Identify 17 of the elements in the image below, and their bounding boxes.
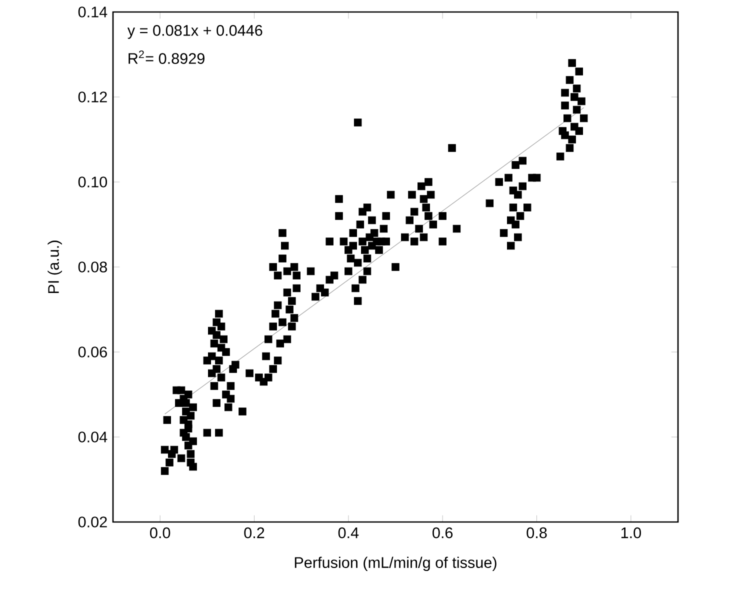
x-tick-label: 1.0 xyxy=(621,527,641,538)
y-tick-label: 0.02 xyxy=(78,516,107,528)
y-tick-label: 0.08 xyxy=(78,262,107,272)
y-tick-label: 0.04 xyxy=(78,432,108,442)
x-tick-label: 0.0 xyxy=(150,527,170,538)
x-tick-label: 0.2 xyxy=(244,527,264,538)
annotation: R$^{2}$= 0.8929 xyxy=(128,50,204,64)
y-axis-title: PI (a.u.) xyxy=(48,240,62,294)
x-axis-title: Perfusion (mL/min/g of tissue) xyxy=(294,556,496,572)
x-tick-label: 0.8 xyxy=(526,527,547,538)
x-tick-label: 0.6 xyxy=(432,527,453,538)
y-tick-label: 0.10 xyxy=(78,176,108,188)
y-tick-label: 0.12 xyxy=(78,92,107,102)
x-tick-label: 0.4 xyxy=(338,527,359,538)
y-tick-label: 0.06 xyxy=(78,346,107,358)
annotation: y = 0.081x + 0.0446 xyxy=(127,25,262,39)
y-tick-label: 0.14 xyxy=(78,6,108,18)
